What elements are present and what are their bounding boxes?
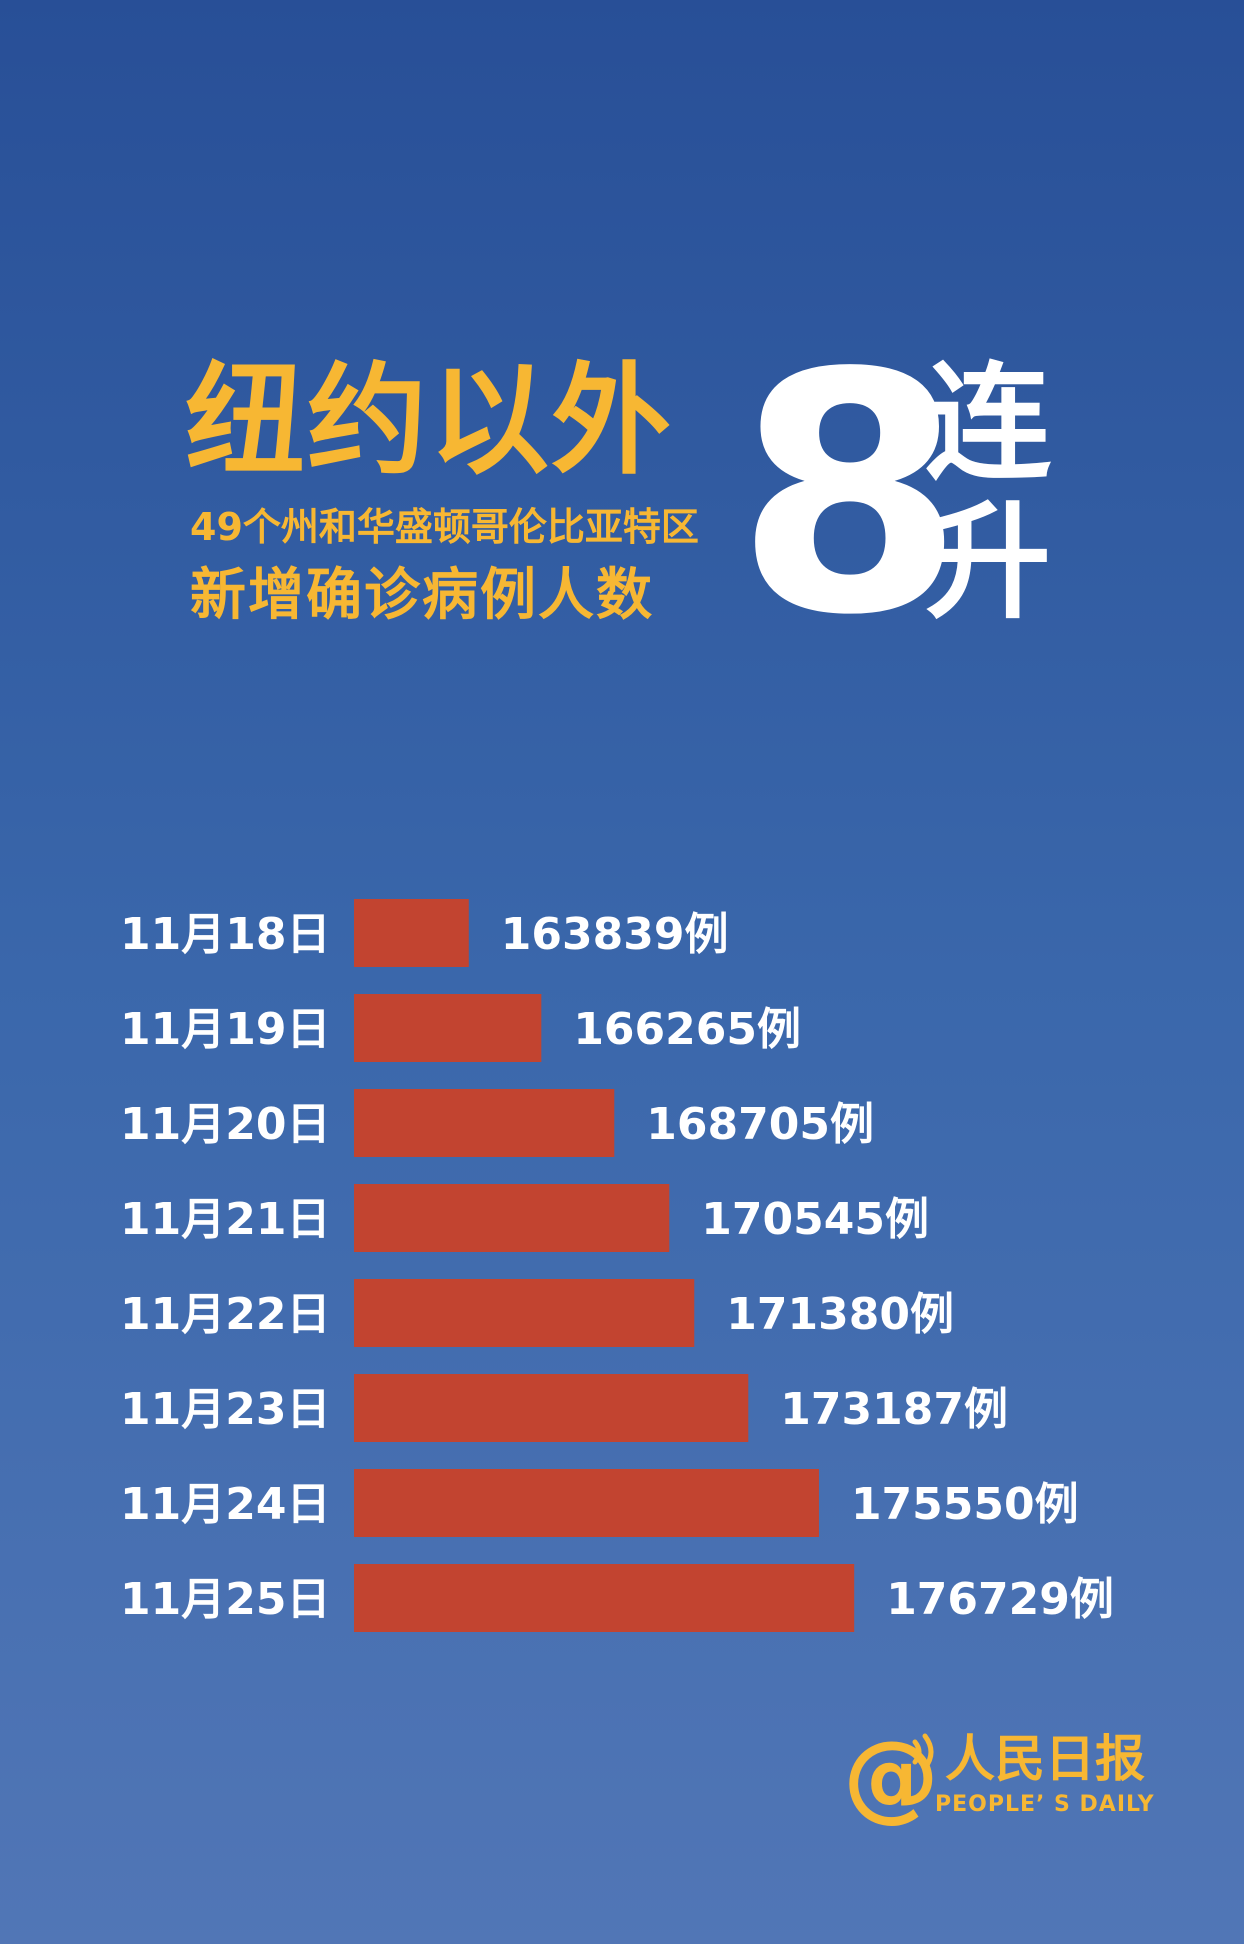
headline-big-number: 8 — [735, 303, 965, 687]
bar — [354, 1374, 749, 1442]
bar-chart: 11月18日 163839例 11月19日 166265例 11月20日 168705例 1… — [120, 899, 1114, 1632]
category-label: 11月21日 — [120, 1194, 330, 1245]
data-label: 163839例 — [501, 909, 729, 960]
data-label: 175550例 — [851, 1479, 1079, 1530]
category-label: 11月18日 — [120, 909, 330, 960]
category-label: 11月22日 — [120, 1289, 330, 1340]
peoples-daily-logo: @ 人民日报 PEOPLE’ S DAILY — [843, 1728, 1183, 1838]
headline: 纽约以外 49个州和华盛顿哥伦比亚特区 新增确诊病例人数 8 连升 — [0, 0, 1244, 700]
bar — [354, 1279, 695, 1347]
bar — [354, 899, 469, 967]
category-label: 11月25日 — [120, 1574, 330, 1625]
data-label: 176729例 — [886, 1574, 1114, 1625]
data-label: 170545例 — [701, 1194, 929, 1245]
category-label: 11月23日 — [120, 1384, 330, 1435]
headline-main: 纽约以外 — [185, 352, 673, 491]
data-label: 166265例 — [573, 1004, 801, 1055]
headline-side-word: 连升 — [925, 350, 1051, 636]
data-label: 171380例 — [726, 1289, 954, 1340]
category-label: 11月24日 — [120, 1479, 330, 1530]
bar — [354, 1564, 855, 1632]
category-label: 11月19日 — [120, 1004, 330, 1055]
headline-subtitle-regions: 49个州和华盛顿哥伦比亚特区 — [190, 505, 699, 549]
bar — [354, 1089, 615, 1157]
at-sign-icon: @ — [843, 1720, 939, 1832]
bar — [354, 1184, 670, 1252]
logo-chinese-name: 人民日报 — [945, 1730, 1145, 1788]
data-label: 173187例 — [780, 1384, 1008, 1435]
bar — [354, 1469, 819, 1537]
headline-subtitle-metric: 新增确诊病例人数 — [190, 563, 654, 628]
signal-waves-icon — [912, 1733, 934, 1771]
logo-english-name: PEOPLE’ S DAILY — [935, 1792, 1155, 1817]
data-label: 168705例 — [646, 1099, 874, 1150]
category-label: 11月20日 — [120, 1099, 330, 1150]
bar — [354, 994, 542, 1062]
